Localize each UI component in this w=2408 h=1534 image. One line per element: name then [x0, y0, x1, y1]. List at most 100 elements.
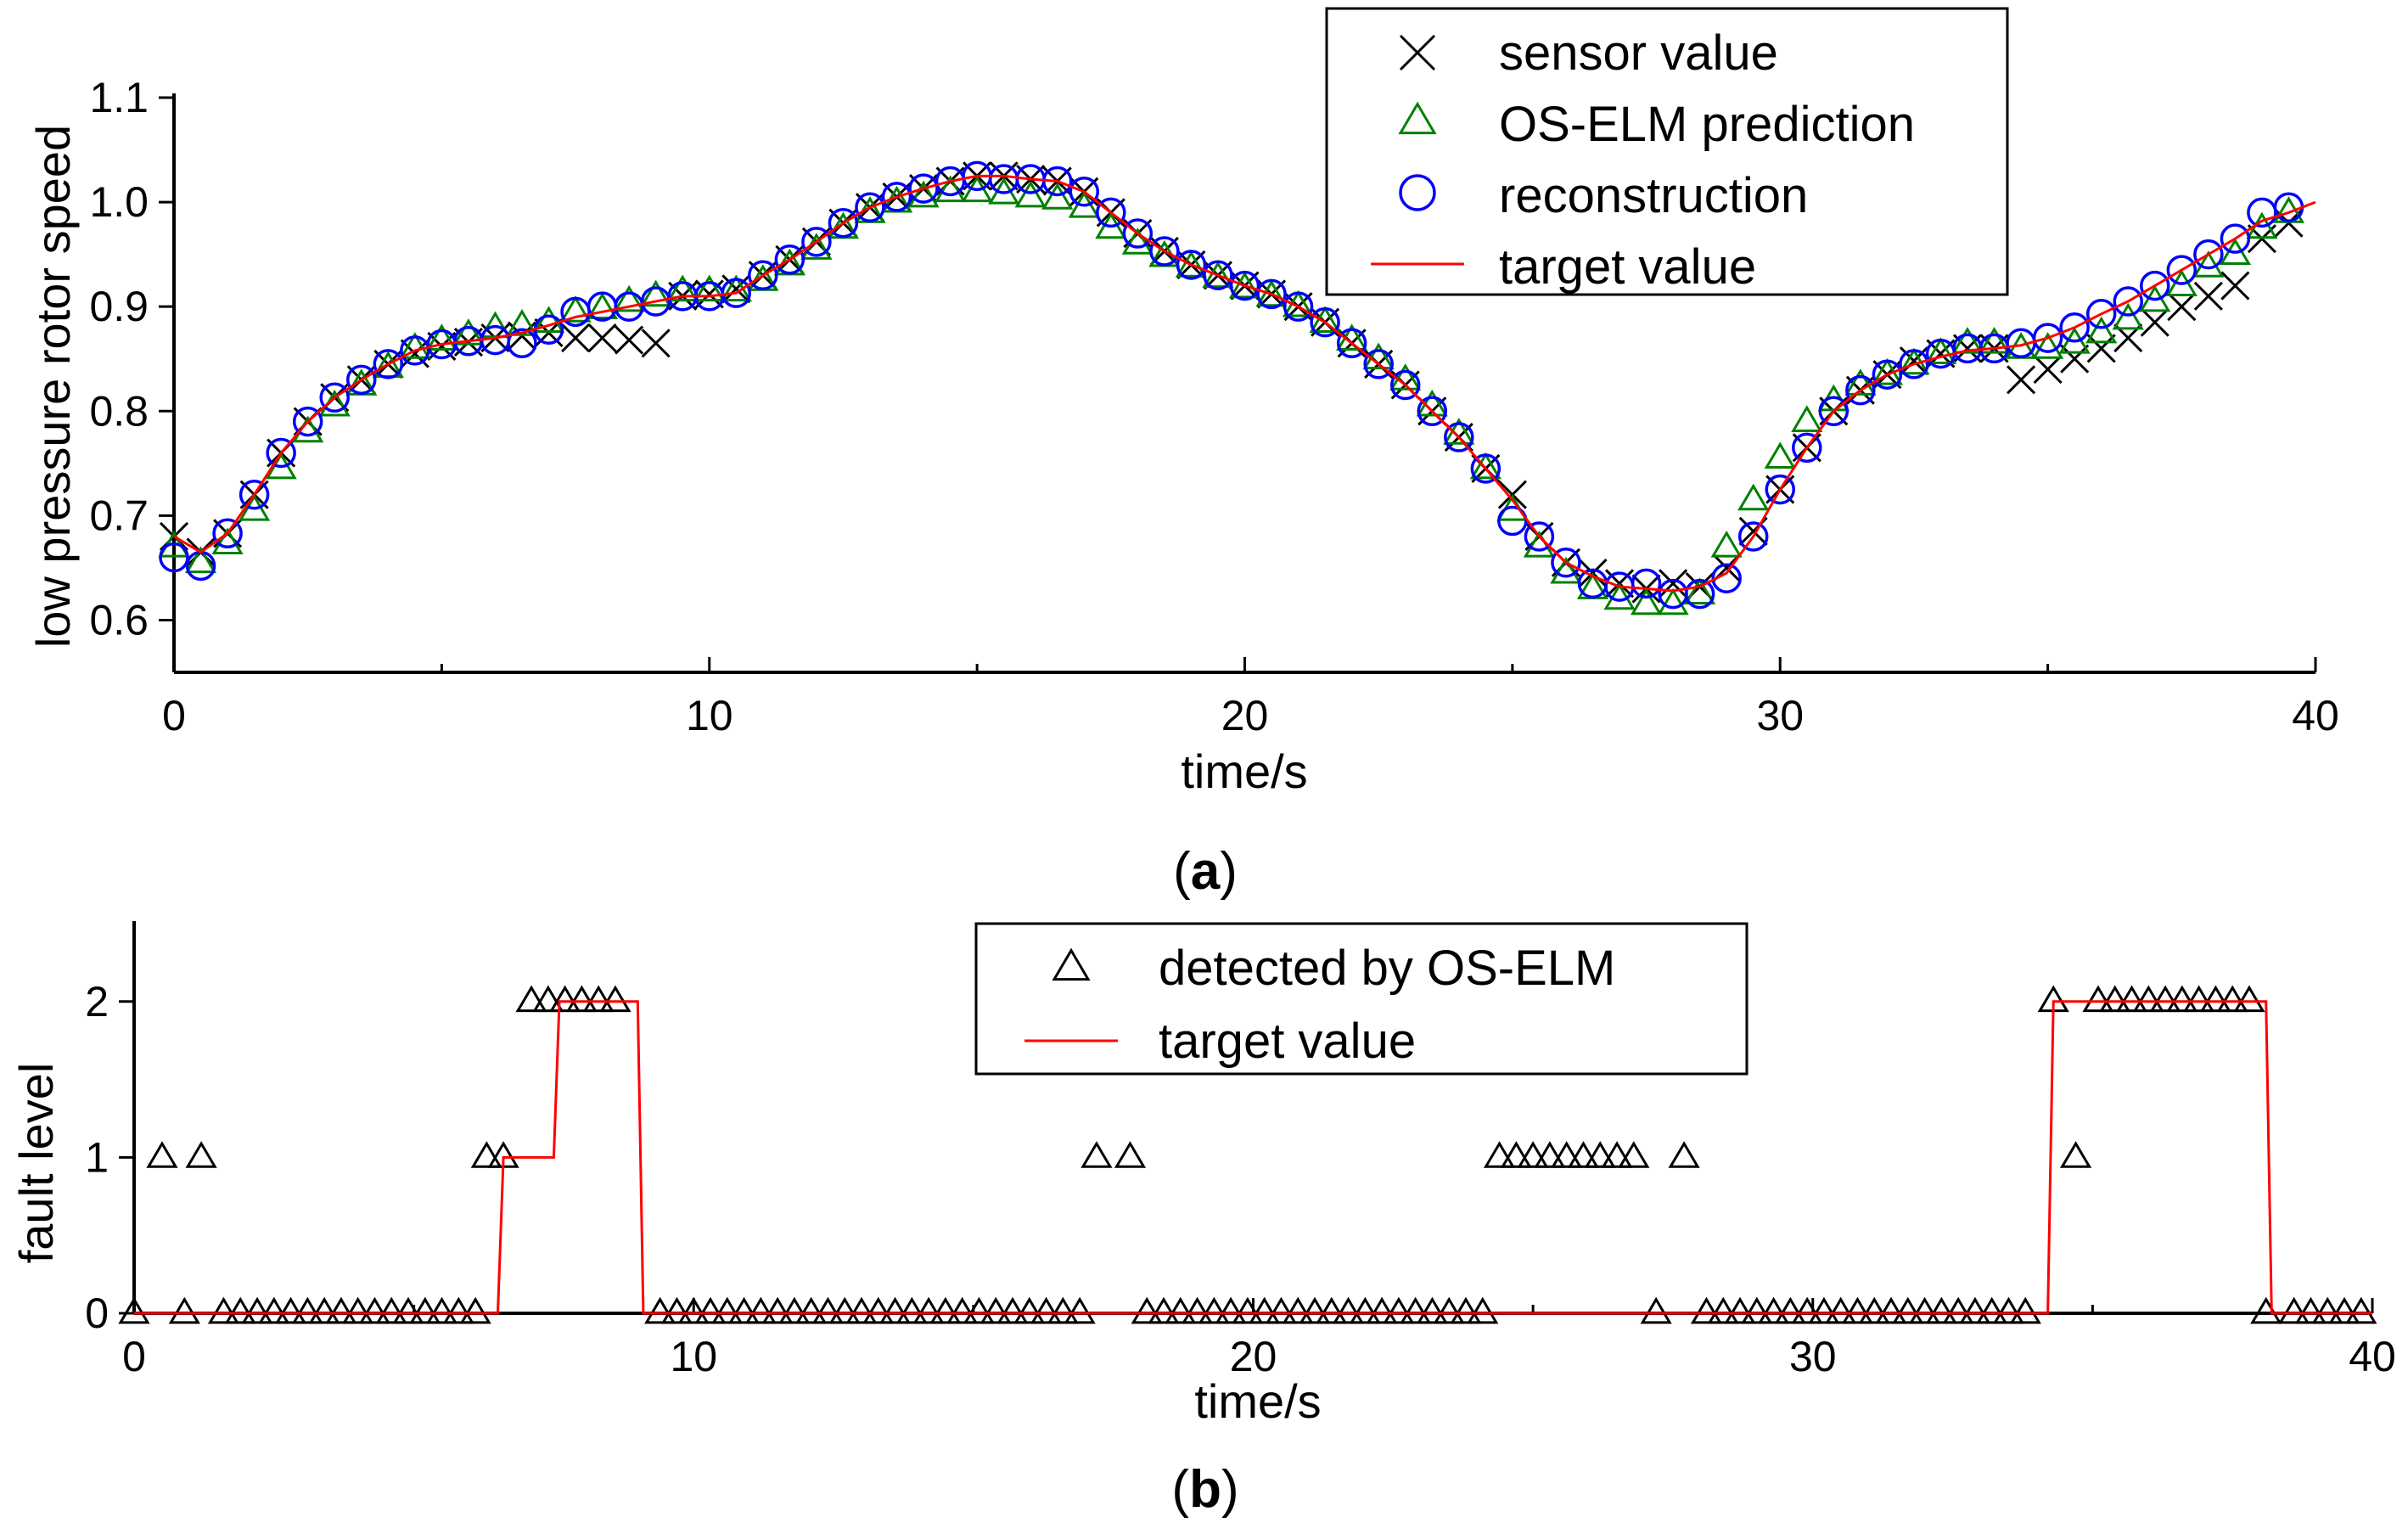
data-point [1707, 1296, 1739, 1324]
data-point [342, 1296, 374, 1324]
data-point [400, 339, 429, 368]
data-point [828, 207, 859, 239]
x-tick-label: 20 [1230, 1333, 1277, 1380]
data-point [587, 323, 617, 353]
data-point [801, 227, 832, 257]
data-point [582, 985, 615, 1013]
panel-a-caption-open: ( [1173, 842, 1191, 901]
data-point [1282, 1296, 1314, 1324]
data-point [1232, 1296, 1264, 1324]
data-point [2193, 239, 2224, 270]
data-point [1249, 1296, 1281, 1324]
data-point [565, 985, 598, 1013]
data-point [1976, 1296, 2008, 1324]
series-2-markers [159, 160, 2304, 610]
data-point [1724, 1296, 1756, 1324]
panel-a-plot-area [158, 160, 2316, 615]
y-tick-label: 0.8 [89, 387, 149, 435]
legend-marker-sample [1399, 174, 1436, 211]
data-point [2345, 1296, 2377, 1324]
data-point [1433, 1296, 1465, 1324]
data-point [946, 1296, 979, 1324]
data-point [409, 1296, 441, 1324]
y-tick-label: 2 [85, 978, 109, 1025]
data-point [2328, 1296, 2360, 1324]
data-point [640, 279, 672, 307]
data-point [1349, 1296, 1381, 1324]
data-point [1710, 531, 1743, 558]
y-tick-label: 1.0 [89, 178, 149, 226]
data-point [1265, 1296, 1298, 1324]
data-point [2082, 985, 2114, 1013]
panel-a-caption: (a) [1173, 842, 1238, 901]
panel-b-plot-area [118, 985, 2377, 1324]
legend-sensor-marker [1399, 34, 1436, 71]
data-point [184, 546, 217, 574]
data-point [1047, 1296, 1079, 1324]
data-point [548, 985, 581, 1013]
data-point [146, 1141, 178, 1168]
data-point [1791, 1296, 1823, 1324]
data-point [599, 985, 631, 1013]
data-point [1517, 1141, 1549, 1168]
data-point [1041, 183, 1074, 210]
y-tick-label: 0.6 [89, 596, 149, 643]
legend-b-target-label: target value [1159, 1014, 1416, 1069]
data-point [1203, 260, 1233, 291]
data-point [1470, 453, 1501, 484]
legend-marker-sample [1399, 34, 1436, 71]
data-point [1959, 1296, 1991, 1324]
data-point [1309, 306, 1341, 334]
data-point [1299, 1296, 1331, 1324]
data-point [159, 542, 189, 573]
panel-b-y-axis-label: fault level [9, 1063, 63, 1264]
data-point [2167, 292, 2197, 322]
data-point [1366, 1296, 1398, 1324]
data-point [1202, 261, 1234, 289]
series-line [134, 1000, 2372, 1315]
data-point [1992, 1296, 2025, 1324]
data-point [561, 323, 591, 353]
y-tick-label: 0.7 [89, 492, 149, 539]
data-point [1215, 1296, 1247, 1324]
legend-marker-sample [1398, 101, 1437, 135]
data-point [2166, 985, 2198, 1013]
data-point [2032, 332, 2064, 359]
data-point [1818, 396, 1850, 427]
data-point [224, 1296, 256, 1324]
data-point [291, 1296, 323, 1324]
data-point [855, 192, 885, 222]
panel-b-caption: (b) [1171, 1460, 1238, 1519]
data-point [694, 1296, 727, 1324]
data-point [2220, 223, 2251, 254]
data-point [470, 1141, 502, 1168]
data-point [1228, 271, 1261, 299]
data-point [1148, 1296, 1180, 1324]
data-point [1362, 342, 1395, 370]
data-point [459, 1296, 491, 1324]
data-point [2115, 985, 2148, 1013]
data-point [1841, 1296, 1874, 1324]
data-point [266, 437, 296, 469]
data-point [1122, 218, 1153, 249]
x-tick-label: 0 [122, 1333, 146, 1380]
data-point [399, 332, 431, 359]
data-point [1924, 337, 1957, 364]
data-point [2112, 302, 2144, 330]
data-point [979, 1296, 1012, 1324]
panel-a-chart: 0 10 20 30 40 0.6 0.7 0.8 0.9 1.0 1.1 time/s low p… [26, 7, 2339, 901]
panel-b-x-axis-label: time/s [1194, 1374, 1321, 1428]
data-point [1383, 1296, 1415, 1324]
data-point [1737, 521, 1769, 552]
panel-a-x-axis-label: time/s [1181, 745, 1307, 798]
data-point [1659, 569, 1688, 598]
data-point [1711, 563, 1742, 593]
legend-detected-marker [1052, 947, 1091, 981]
data-point [1013, 1296, 1046, 1324]
y-tick-label: 0 [85, 1290, 109, 1337]
data-point [452, 318, 485, 346]
legend-reconstruction-label: reconstruction [1499, 168, 1808, 223]
y-tick-label: 0.9 [89, 283, 149, 330]
data-point [1899, 349, 1929, 379]
data-point [2007, 365, 2036, 395]
